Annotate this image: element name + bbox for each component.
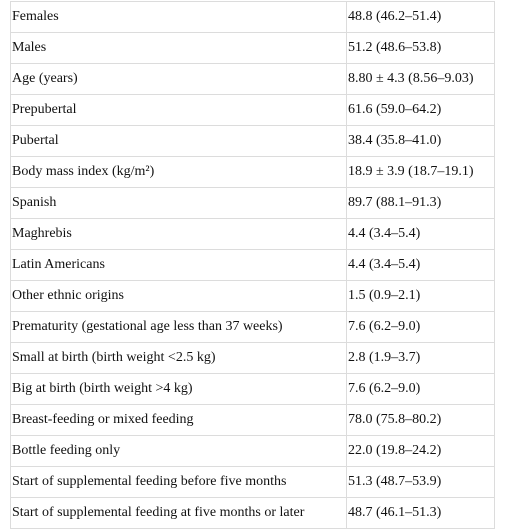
- table-row: Prematurity (gestational age less than 3…: [10, 311, 495, 343]
- table-row: Age (years) 8.80 ± 4.3 (8.56–9.03): [10, 63, 495, 95]
- row-value: 51.2 (48.6–53.8): [346, 32, 495, 64]
- table-row: Body mass index (kg/m²) 18.9 ± 3.9 (18.7–…: [10, 156, 495, 188]
- row-label: Latin Americans: [10, 249, 347, 281]
- row-label: Spanish: [10, 187, 347, 219]
- table-row: Females 48.8 (46.2–51.4): [10, 1, 495, 33]
- row-label: Females: [10, 1, 347, 33]
- row-label: Body mass index (kg/m²): [10, 156, 347, 188]
- table-row: Latin Americans 4.4 (3.4–5.4): [10, 249, 495, 281]
- row-value: 4.4 (3.4–5.4): [346, 249, 495, 281]
- row-label: Breast-feeding or mixed feeding: [10, 404, 347, 436]
- table-row: Start of supplemental feeding at five mo…: [10, 497, 495, 529]
- row-label: Start of supplemental feeding before fiv…: [10, 466, 347, 498]
- row-value: 38.4 (35.8–41.0): [346, 125, 495, 157]
- row-label: Maghrebis: [10, 218, 347, 250]
- data-table: Females 48.8 (46.2–51.4) Males 51.2 (48.6–5…: [10, 1, 495, 529]
- row-label: Age (years): [10, 63, 347, 95]
- row-value: 4.4 (3.4–5.4): [346, 218, 495, 250]
- row-label: Bottle feeding only: [10, 435, 347, 467]
- row-label: Other ethnic origins: [10, 280, 347, 312]
- row-value: 18.9 ± 3.9 (18.7–19.1): [346, 156, 495, 188]
- row-value: 89.7 (88.1–91.3): [346, 187, 495, 219]
- row-value: 61.6 (59.0–64.2): [346, 94, 495, 126]
- row-label: Start of supplemental feeding at five mo…: [10, 497, 347, 529]
- table-row: Males 51.2 (48.6–53.8): [10, 32, 495, 64]
- row-label: Small at birth (birth weight <2.5 kg): [10, 342, 347, 374]
- table-row: Prepubertal 61.6 (59.0–64.2): [10, 94, 495, 126]
- row-value: 51.3 (48.7–53.9): [346, 466, 495, 498]
- row-value: 48.8 (46.2–51.4): [346, 1, 495, 33]
- table-row: Bottle feeding only 22.0 (19.8–24.2): [10, 435, 495, 467]
- row-label: Males: [10, 32, 347, 64]
- row-label: Pubertal: [10, 125, 347, 157]
- row-value: 7.6 (6.2–9.0): [346, 373, 495, 405]
- row-value: 1.5 (0.9–2.1): [346, 280, 495, 312]
- row-value: 7.6 (6.2–9.0): [346, 311, 495, 343]
- table-row: Big at birth (birth weight >4 kg) 7.6 (6.…: [10, 373, 495, 405]
- row-label: Prepubertal: [10, 94, 347, 126]
- row-value: 8.80 ± 4.3 (8.56–9.03): [346, 63, 495, 95]
- table-row: Maghrebis 4.4 (3.4–5.4): [10, 218, 495, 250]
- table-row: Spanish 89.7 (88.1–91.3): [10, 187, 495, 219]
- table-body: Females 48.8 (46.2–51.4) Males 51.2 (48.6–5…: [10, 1, 495, 529]
- row-value: 48.7 (46.1–51.3): [346, 497, 495, 529]
- row-value: 22.0 (19.8–24.2): [346, 435, 495, 467]
- table-row: Breast-feeding or mixed feeding 78.0 (75.…: [10, 404, 495, 436]
- row-value: 78.0 (75.8–80.2): [346, 404, 495, 436]
- table-row: Small at birth (birth weight <2.5 kg) 2.8…: [10, 342, 495, 374]
- row-label: Big at birth (birth weight >4 kg): [10, 373, 347, 405]
- table-row: Other ethnic origins 1.5 (0.9–2.1): [10, 280, 495, 312]
- row-value: 2.8 (1.9–3.7): [346, 342, 495, 374]
- table-row: Pubertal 38.4 (35.8–41.0): [10, 125, 495, 157]
- table-row: Start of supplemental feeding before fiv…: [10, 466, 495, 498]
- row-label: Prematurity (gestational age less than 3…: [10, 311, 347, 343]
